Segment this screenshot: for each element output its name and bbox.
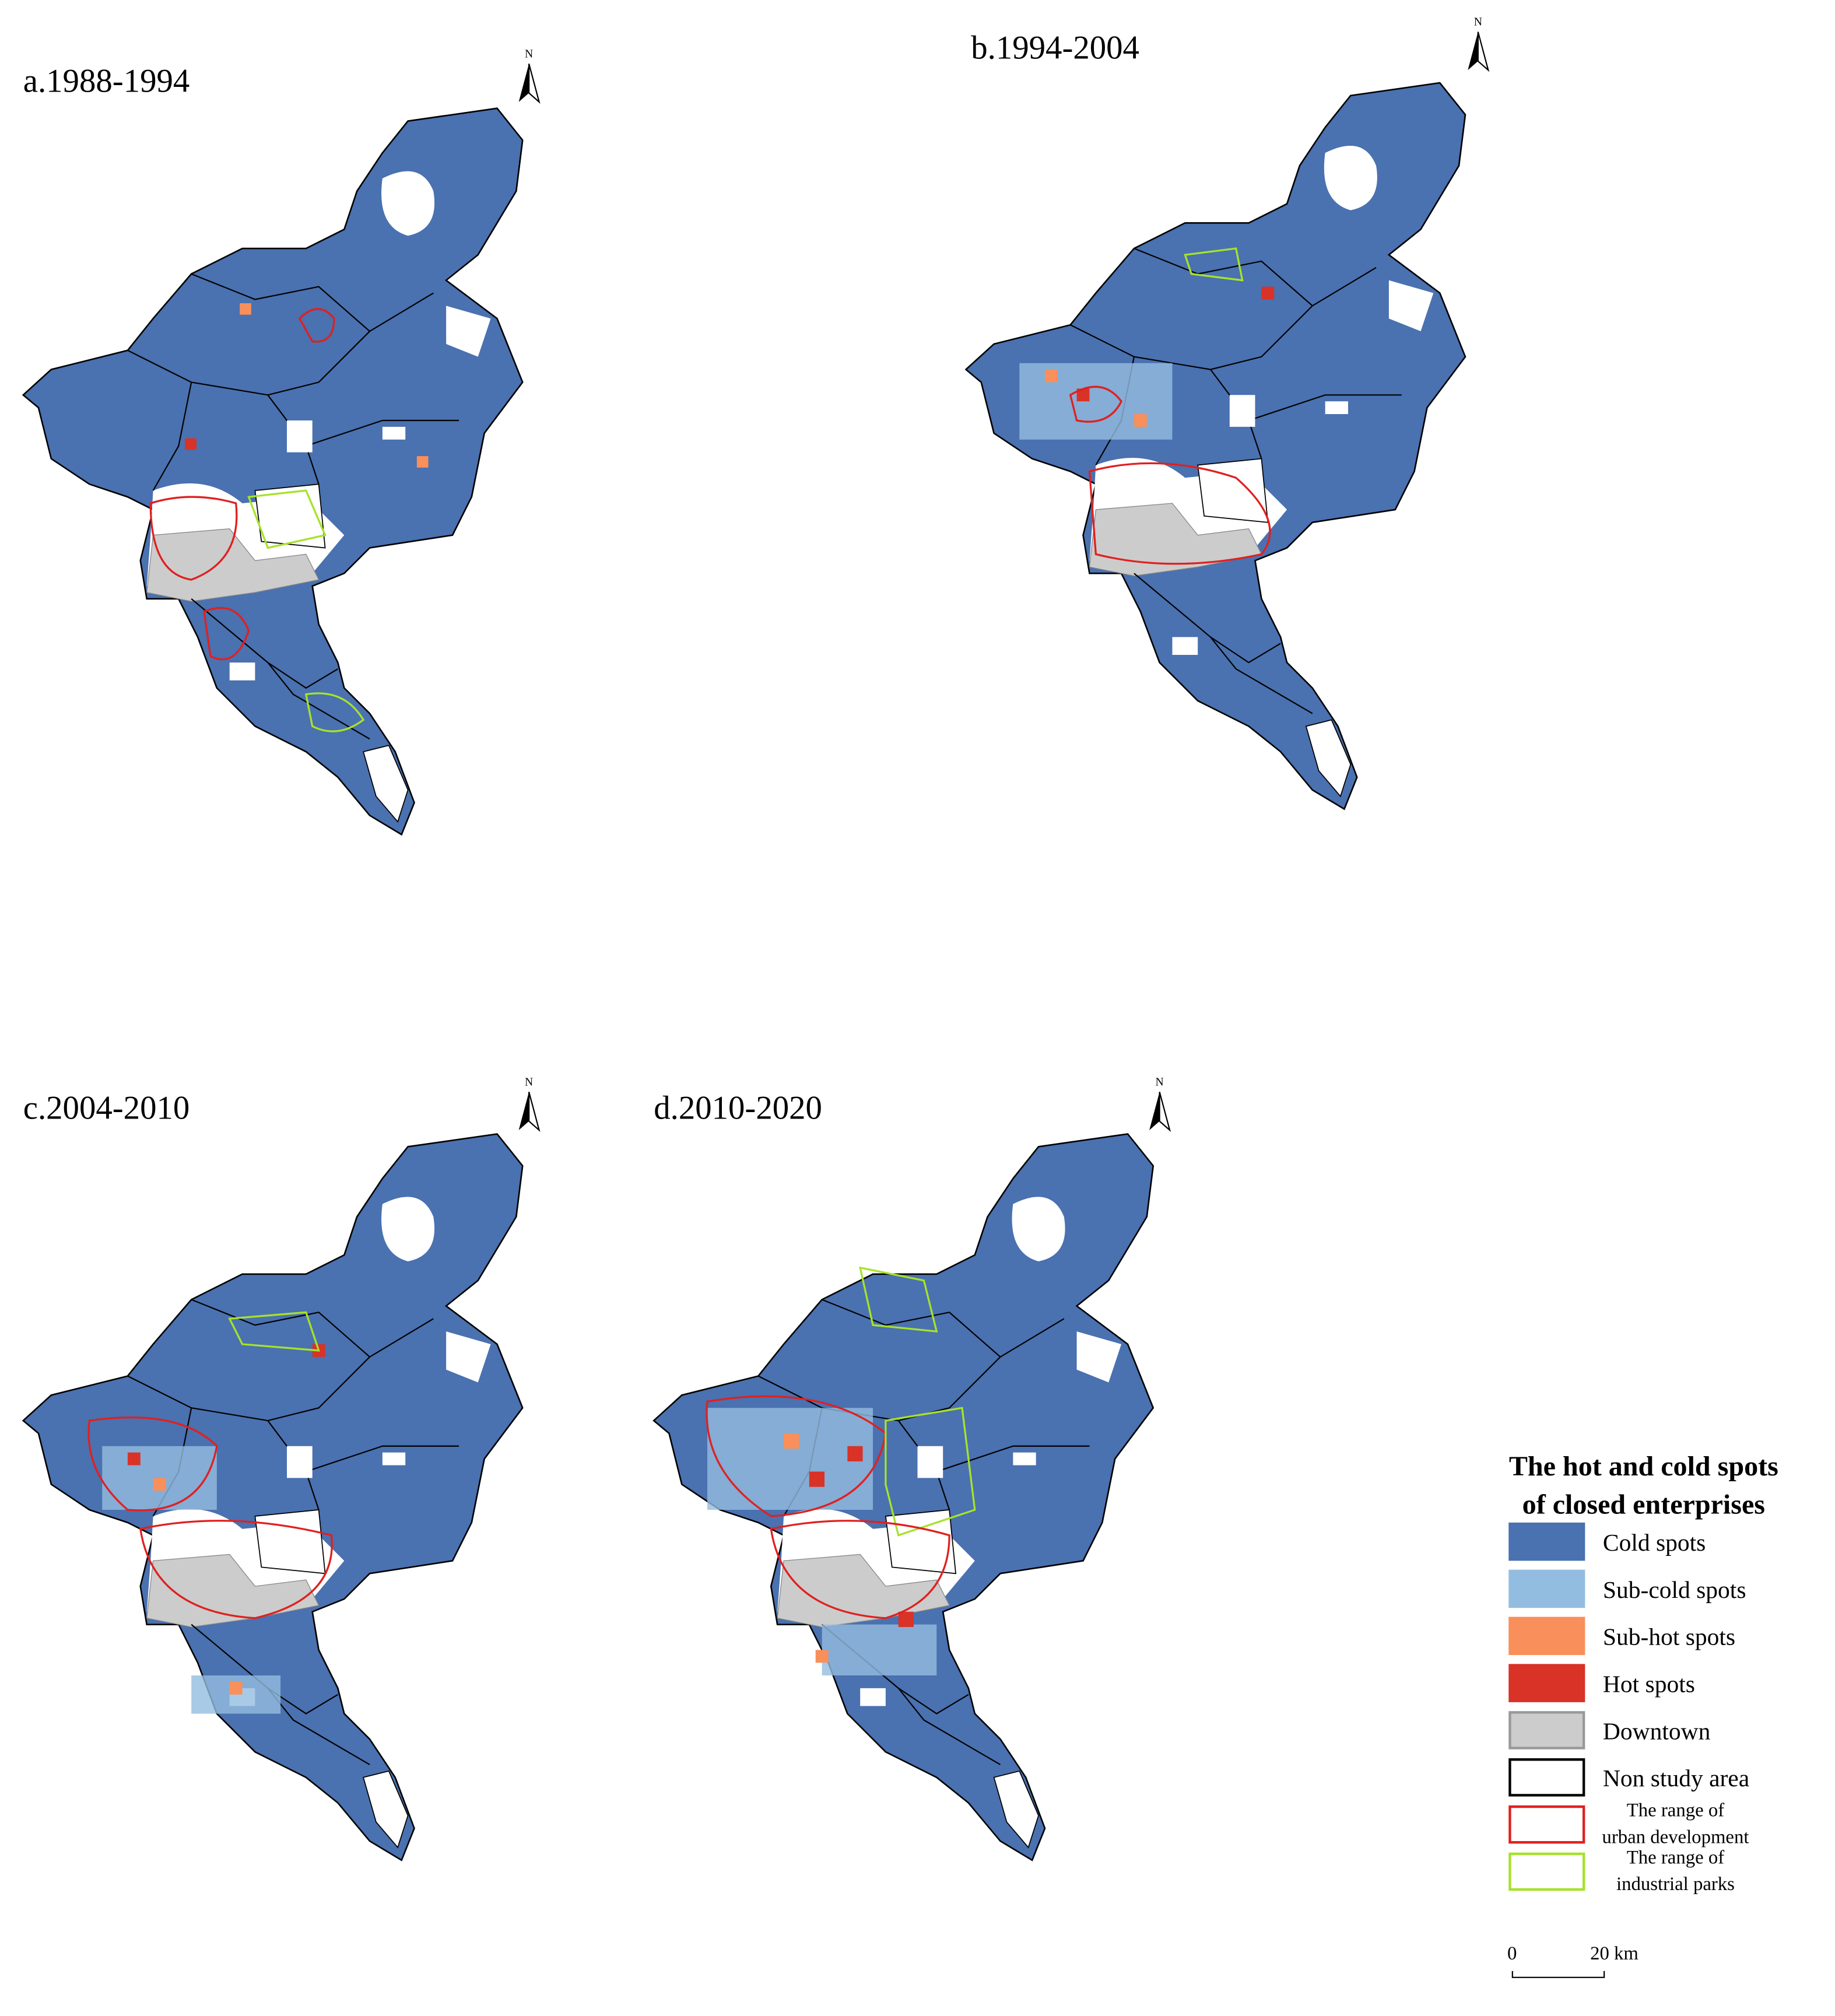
north-arrow xyxy=(528,63,541,104)
legend-swatch xyxy=(1508,1569,1585,1608)
map-panel xyxy=(966,83,1465,809)
legend-title: of closed enterprises xyxy=(1522,1489,1765,1520)
north-arrow xyxy=(518,1092,529,1130)
legend-swatch xyxy=(1508,1617,1585,1656)
legend: The hot and cold spots of closed enterpri… xyxy=(1507,1451,1778,1978)
legend-label: The range of xyxy=(1627,1847,1724,1868)
legend-swatch xyxy=(1508,1711,1585,1749)
legend-swatch xyxy=(1508,1664,1585,1702)
map-panel xyxy=(654,1134,1153,1860)
legend-label: Downtown xyxy=(1603,1717,1711,1744)
panel-title: a.1988-1994 xyxy=(23,62,190,99)
panel-title: d.2010-2020 xyxy=(654,1089,822,1126)
legend-label: Hot spots xyxy=(1603,1670,1695,1697)
scale-label: 20 km xyxy=(1590,1943,1638,1964)
scale-bar xyxy=(1511,1971,1605,1978)
legend-swatch xyxy=(1508,1758,1585,1797)
legend-label: The range of xyxy=(1627,1800,1724,1821)
north-label: N xyxy=(1474,16,1482,29)
legend-label: urban development xyxy=(1602,1826,1749,1847)
north-label: N xyxy=(1156,1075,1164,1088)
north-label: N xyxy=(525,47,533,60)
legend-label: Sub-hot spots xyxy=(1603,1624,1735,1650)
map-panel xyxy=(23,1134,522,1860)
legend-title: The hot and cold spots xyxy=(1509,1451,1778,1482)
north-arrow xyxy=(518,64,529,102)
legend-swatch xyxy=(1508,1852,1585,1891)
legend-label: Sub-cold spots xyxy=(1603,1576,1746,1603)
legend-swatch xyxy=(1508,1522,1585,1561)
north-arrow xyxy=(1149,1092,1160,1130)
north-arrow xyxy=(1159,1092,1171,1133)
legend-label: Cold spots xyxy=(1603,1529,1706,1556)
north-arrow xyxy=(528,1092,541,1133)
north-arrow xyxy=(1477,31,1490,72)
legend-label: industrial parks xyxy=(1616,1874,1735,1895)
panel-title: c.2004-2010 xyxy=(23,1089,190,1126)
panel-title: b.1994-2004 xyxy=(971,30,1139,66)
legend-swatch xyxy=(1508,1805,1585,1844)
legend-label: Non study area xyxy=(1603,1765,1749,1791)
north-label: N xyxy=(525,1075,533,1088)
north-arrow xyxy=(1468,31,1478,71)
map-panel xyxy=(23,108,522,835)
scale-label: 0 xyxy=(1507,1943,1517,1964)
